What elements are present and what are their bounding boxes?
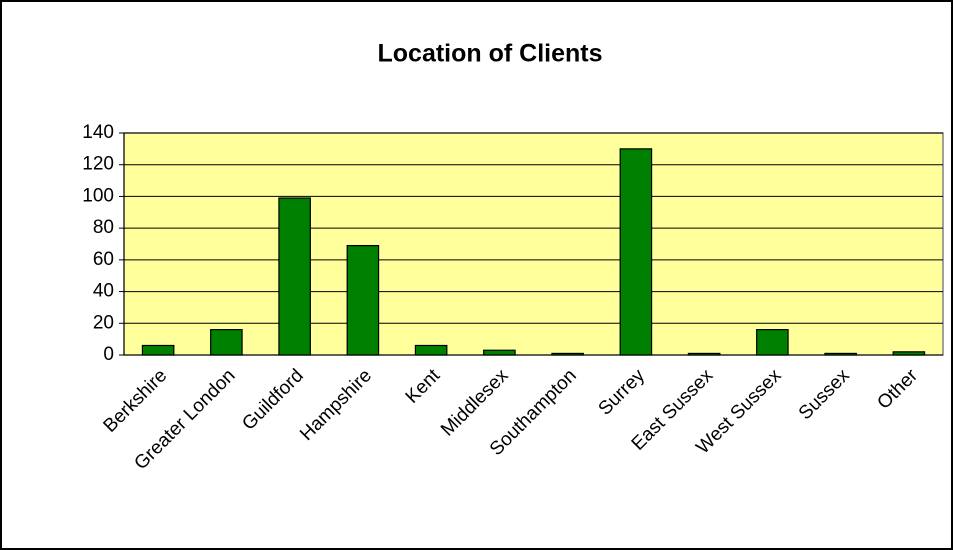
bar — [414, 344, 448, 356]
bar — [756, 329, 789, 356]
bar — [210, 329, 243, 356]
chart-title: Location of Clients — [378, 40, 603, 68]
plot-area — [123, 132, 944, 356]
y-tick-label: 120 — [82, 154, 114, 175]
y-tick-label: 60 — [93, 249, 114, 270]
bar — [278, 197, 311, 356]
bar — [141, 344, 175, 356]
y-tick-label: 80 — [93, 217, 114, 238]
bar — [483, 349, 516, 356]
y-tick-label: 100 — [82, 185, 114, 206]
y-tick-label: 40 — [93, 281, 114, 302]
bar — [619, 148, 653, 356]
bar — [346, 244, 380, 356]
y-tick-label: 140 — [82, 122, 114, 143]
y-tick-label: 20 — [93, 312, 114, 333]
y-tick-label: 0 — [103, 344, 114, 365]
